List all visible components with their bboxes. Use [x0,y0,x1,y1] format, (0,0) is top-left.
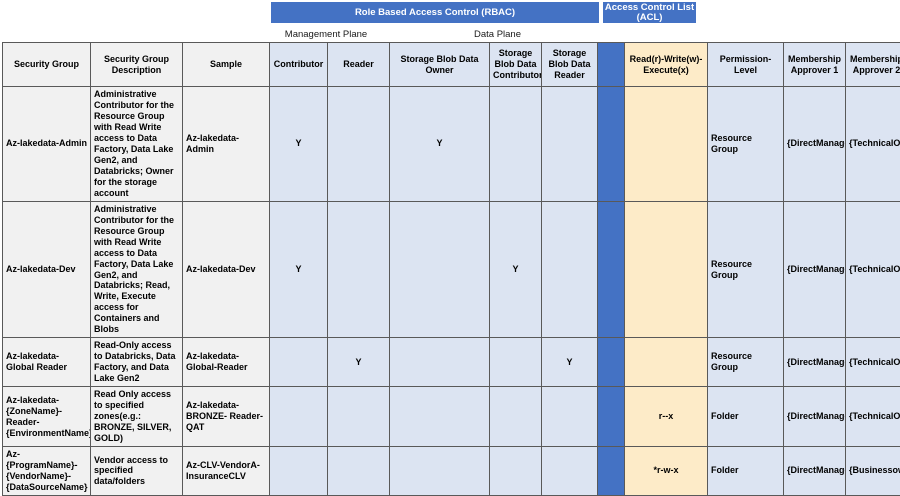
cell-security-group[interactable]: Az-lakedata-Global Reader [3,338,91,387]
table-row: Az-lakedata-Admin Administrative Contrib… [3,87,900,202]
table-row: Az-{ProgramName}-{VendorName}-{DataSourc… [3,447,900,496]
cell-description[interactable]: Administrative Contributor for the Resou… [91,87,183,202]
cell-description[interactable]: Administrative Contributor for the Resou… [91,201,183,338]
cell-approver-2[interactable]: {TechnicalOwner} [846,387,900,447]
cell-description[interactable]: Vendor access to specified data/folders [91,447,183,496]
banner-row: Role Based Access Control (RBAC) Access … [0,0,900,24]
cell-sample[interactable]: Az-lakedata-Admin [183,87,270,202]
cell-reader[interactable] [328,87,390,202]
col-header-description[interactable]: Security Group Description [91,43,183,87]
cell-approver-2[interactable]: {Businessowner} [846,447,900,496]
header-row: Security Group Security Group Descriptio… [3,43,900,87]
cell-description[interactable]: Read Only access to specified zones(e.g.… [91,387,183,447]
cell-approver-2[interactable]: {TechnicalOwner} [846,201,900,338]
table-row: Az-lakedata-{ZoneName}-Reader-{Environme… [3,387,900,447]
cell-storage-blob-data-reader[interactable] [542,447,598,496]
table-header: Security Group Security Group Descriptio… [3,43,900,87]
cell-storage-blob-data-owner[interactable]: Y [390,87,490,202]
col-header-membership-approver-2[interactable]: Membership Approver 2 [846,43,900,87]
cell-reader[interactable]: Y [328,338,390,387]
cell-description[interactable]: Read-Only access to Databricks, Data Fac… [91,338,183,387]
col-header-storage-blob-data-reader[interactable]: Storage Blob Data Reader [542,43,598,87]
cell-approver-1[interactable]: {DirectManager} [784,338,846,387]
cell-sample[interactable]: Az-CLV-VendorA-InsuranceCLV [183,447,270,496]
cell-sample[interactable]: Az-lakedata-Dev [183,201,270,338]
table-body: Az-lakedata-Admin Administrative Contrib… [3,87,900,496]
cell-acl[interactable]: *r-w-x [625,447,708,496]
cell-storage-blob-data-contributor[interactable] [490,447,542,496]
cell-permission-level[interactable]: Resource Group [708,338,784,387]
cell-storage-blob-data-reader[interactable]: Y [542,338,598,387]
spreadsheet-table-view: Role Based Access Control (RBAC) Access … [0,0,900,425]
cell-approver-2[interactable]: {TechnicalOwner} [846,87,900,202]
cell-permission-level[interactable]: Folder [708,387,784,447]
cell-security-group[interactable]: Az-lakedata-{ZoneName}-Reader-{Environme… [3,387,91,447]
cell-separator [598,387,625,447]
col-header-storage-blob-data-contributor[interactable]: Storage Blob Data Contributor [490,43,542,87]
cell-reader[interactable] [328,201,390,338]
cell-approver-1[interactable]: {DirectManager} [784,447,846,496]
col-header-security-group[interactable]: Security Group [3,43,91,87]
cell-acl[interactable] [625,338,708,387]
cell-contributor[interactable]: Y [270,87,328,202]
cell-permission-level[interactable]: Resource Group [708,87,784,202]
cell-separator [598,201,625,338]
cell-contributor[interactable]: Y [270,201,328,338]
cell-storage-blob-data-contributor[interactable] [490,87,542,202]
cell-storage-blob-data-owner[interactable] [390,338,490,387]
col-header-storage-blob-data-owner[interactable]: Storage Blob Data Owner [390,43,490,87]
cell-storage-blob-data-contributor[interactable]: Y [490,201,542,338]
cell-storage-blob-data-owner[interactable] [390,447,490,496]
col-header-membership-approver-1[interactable]: Membership Approver 1 [784,43,846,87]
access-control-table: Security Group Security Group Descriptio… [2,42,900,496]
cell-approver-1[interactable]: {DirectManager} [784,387,846,447]
table-row: Az-lakedata-Dev Administrative Contribut… [3,201,900,338]
col-header-separator [598,43,625,87]
cell-separator [598,338,625,387]
plane-label-row: Management Plane Data Plane [0,26,900,42]
cell-storage-blob-data-owner[interactable] [390,201,490,338]
banner-acl: Access Control List (ACL) [603,2,696,23]
cell-storage-blob-data-reader[interactable] [542,387,598,447]
table-row: Az-lakedata-Global Reader Read-Only acce… [3,338,900,387]
cell-approver-2[interactable]: {TechnicalOwner} [846,338,900,387]
cell-sample[interactable]: Az-lakedata-BRONZE- Reader-QAT [183,387,270,447]
cell-storage-blob-data-owner[interactable] [390,387,490,447]
cell-separator [598,447,625,496]
cell-sample[interactable]: Az-lakedata-Global-Reader [183,338,270,387]
cell-separator [598,87,625,202]
cell-acl[interactable]: r--x [625,387,708,447]
cell-reader[interactable] [328,387,390,447]
cell-security-group[interactable]: Az-{ProgramName}-{VendorName}-{DataSourc… [3,447,91,496]
col-header-permission-level[interactable]: Permission-Level [708,43,784,87]
cell-contributor[interactable] [270,387,328,447]
cell-security-group[interactable]: Az-lakedata-Dev [3,201,91,338]
cell-permission-level[interactable]: Folder [708,447,784,496]
col-header-acl-rwx[interactable]: Read(r)-Write(w)-Execute(x) [625,43,708,87]
cell-approver-1[interactable]: {DirectManager} [784,201,846,338]
cell-reader[interactable] [328,447,390,496]
cell-permission-level[interactable]: Resource Group [708,201,784,338]
cell-acl[interactable] [625,201,708,338]
cell-contributor[interactable] [270,338,328,387]
col-header-sample[interactable]: Sample [183,43,270,87]
label-management-plane: Management Plane [271,26,381,42]
cell-acl[interactable] [625,87,708,202]
cell-storage-blob-data-contributor[interactable] [490,338,542,387]
cell-contributor[interactable] [270,447,328,496]
col-header-reader[interactable]: Reader [328,43,390,87]
label-data-plane: Data Plane [440,26,555,42]
cell-security-group[interactable]: Az-lakedata-Admin [3,87,91,202]
banner-rbac: Role Based Access Control (RBAC) [271,2,599,23]
cell-storage-blob-data-contributor[interactable] [490,387,542,447]
cell-storage-blob-data-reader[interactable] [542,201,598,338]
cell-storage-blob-data-reader[interactable] [542,87,598,202]
cell-approver-1[interactable]: {DirectManager} [784,87,846,202]
col-header-contributor[interactable]: Contributor [270,43,328,87]
